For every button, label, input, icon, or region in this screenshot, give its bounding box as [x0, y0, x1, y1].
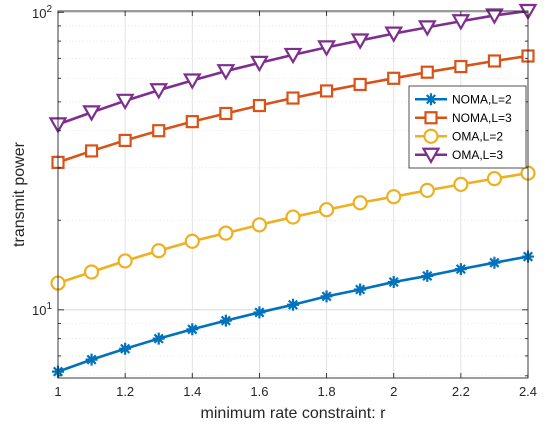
data-point — [250, 55, 269, 73]
data-point — [251, 217, 268, 233]
data-point — [151, 243, 167, 259]
series-oma-l-3 — [48, 3, 538, 134]
x-tick-label: 1.6 — [250, 384, 268, 399]
data-point — [319, 84, 334, 98]
x-tick-label: 1.8 — [318, 384, 336, 399]
data-point — [486, 171, 503, 187]
data-point — [453, 176, 469, 192]
data-point — [84, 144, 99, 158]
data-point — [149, 83, 169, 100]
series-group — [48, 3, 538, 378]
data-point — [119, 342, 132, 355]
data-point — [117, 253, 133, 269]
legend-item: NOMA,L=3 — [415, 111, 512, 125]
data-point — [185, 115, 199, 129]
legend: NOMA,L=2 NOMA,L=3 OMA,L=2 OMA,L=3 — [408, 85, 527, 169]
data-point — [216, 64, 236, 81]
data-point — [218, 225, 234, 241]
tick-labels: 1 1.2 1.4 1.6 1.8 2 2.2 2.4 101 102 — [32, 4, 537, 399]
legend-item: OMA,L=2 — [415, 128, 503, 144]
axes — [57, 10, 529, 379]
x-tick-label: 1.2 — [116, 384, 134, 399]
data-point — [219, 106, 233, 121]
data-point — [287, 298, 299, 311]
data-point — [384, 26, 404, 43]
data-point — [354, 283, 367, 296]
data-point — [320, 290, 333, 303]
plot-area — [58, 11, 528, 378]
data-point — [417, 20, 437, 37]
legend-item: OMA,L=3 — [415, 147, 503, 165]
data-point — [317, 40, 336, 57]
legend-marker — [425, 93, 437, 106]
data-point — [186, 323, 199, 336]
data-point — [83, 264, 100, 280]
data-point — [387, 276, 400, 289]
data-point — [454, 59, 468, 74]
data-point — [454, 263, 467, 276]
data-point — [152, 124, 166, 138]
data-point — [350, 33, 370, 50]
legend-label: OMA,L=3 — [452, 148, 503, 162]
data-point — [283, 47, 303, 65]
data-point — [252, 98, 267, 113]
data-point — [219, 314, 232, 327]
data-point — [485, 8, 504, 25]
y-tick-label: 102 — [32, 4, 52, 21]
y-axis-label: transmit power — [11, 141, 28, 247]
data-point — [152, 332, 165, 345]
legend-marker — [421, 147, 441, 165]
data-point — [285, 209, 301, 225]
data-point — [353, 77, 367, 92]
data-point — [386, 189, 402, 205]
legend-marker — [423, 128, 439, 144]
legend-label: NOMA,L=2 — [452, 92, 512, 106]
data-point — [488, 256, 501, 269]
y-tick-label: 101 — [32, 301, 52, 318]
x-tick-label: 2.2 — [452, 384, 470, 399]
data-point — [318, 202, 335, 218]
data-point — [253, 306, 266, 319]
data-point — [82, 105, 101, 122]
data-point — [115, 93, 135, 111]
x-tick-label: 2.4 — [519, 384, 537, 399]
series-oma-l-2 — [50, 165, 536, 291]
legend-label: NOMA,L=3 — [452, 111, 512, 125]
legend-item: NOMA,L=2 — [415, 92, 512, 106]
data-point — [184, 233, 200, 249]
data-point — [352, 195, 368, 211]
data-point — [118, 133, 132, 148]
x-tick-label: 1 — [54, 384, 61, 399]
axes-box — [57, 10, 529, 379]
x-tick-label: 1.4 — [183, 384, 201, 399]
legend-label: OMA,L=2 — [452, 129, 503, 143]
x-tick-label: 2 — [390, 384, 397, 399]
legend-marker — [424, 111, 438, 125]
data-point — [182, 73, 202, 90]
data-point — [85, 353, 98, 366]
data-point — [419, 182, 435, 198]
x-axis-label: minimum rate constraint: r — [201, 405, 387, 422]
data-point — [286, 91, 300, 105]
data-point — [421, 269, 434, 282]
data-point — [420, 65, 434, 79]
data-point — [387, 71, 401, 85]
data-point — [487, 54, 502, 68]
plot-background — [58, 11, 528, 378]
